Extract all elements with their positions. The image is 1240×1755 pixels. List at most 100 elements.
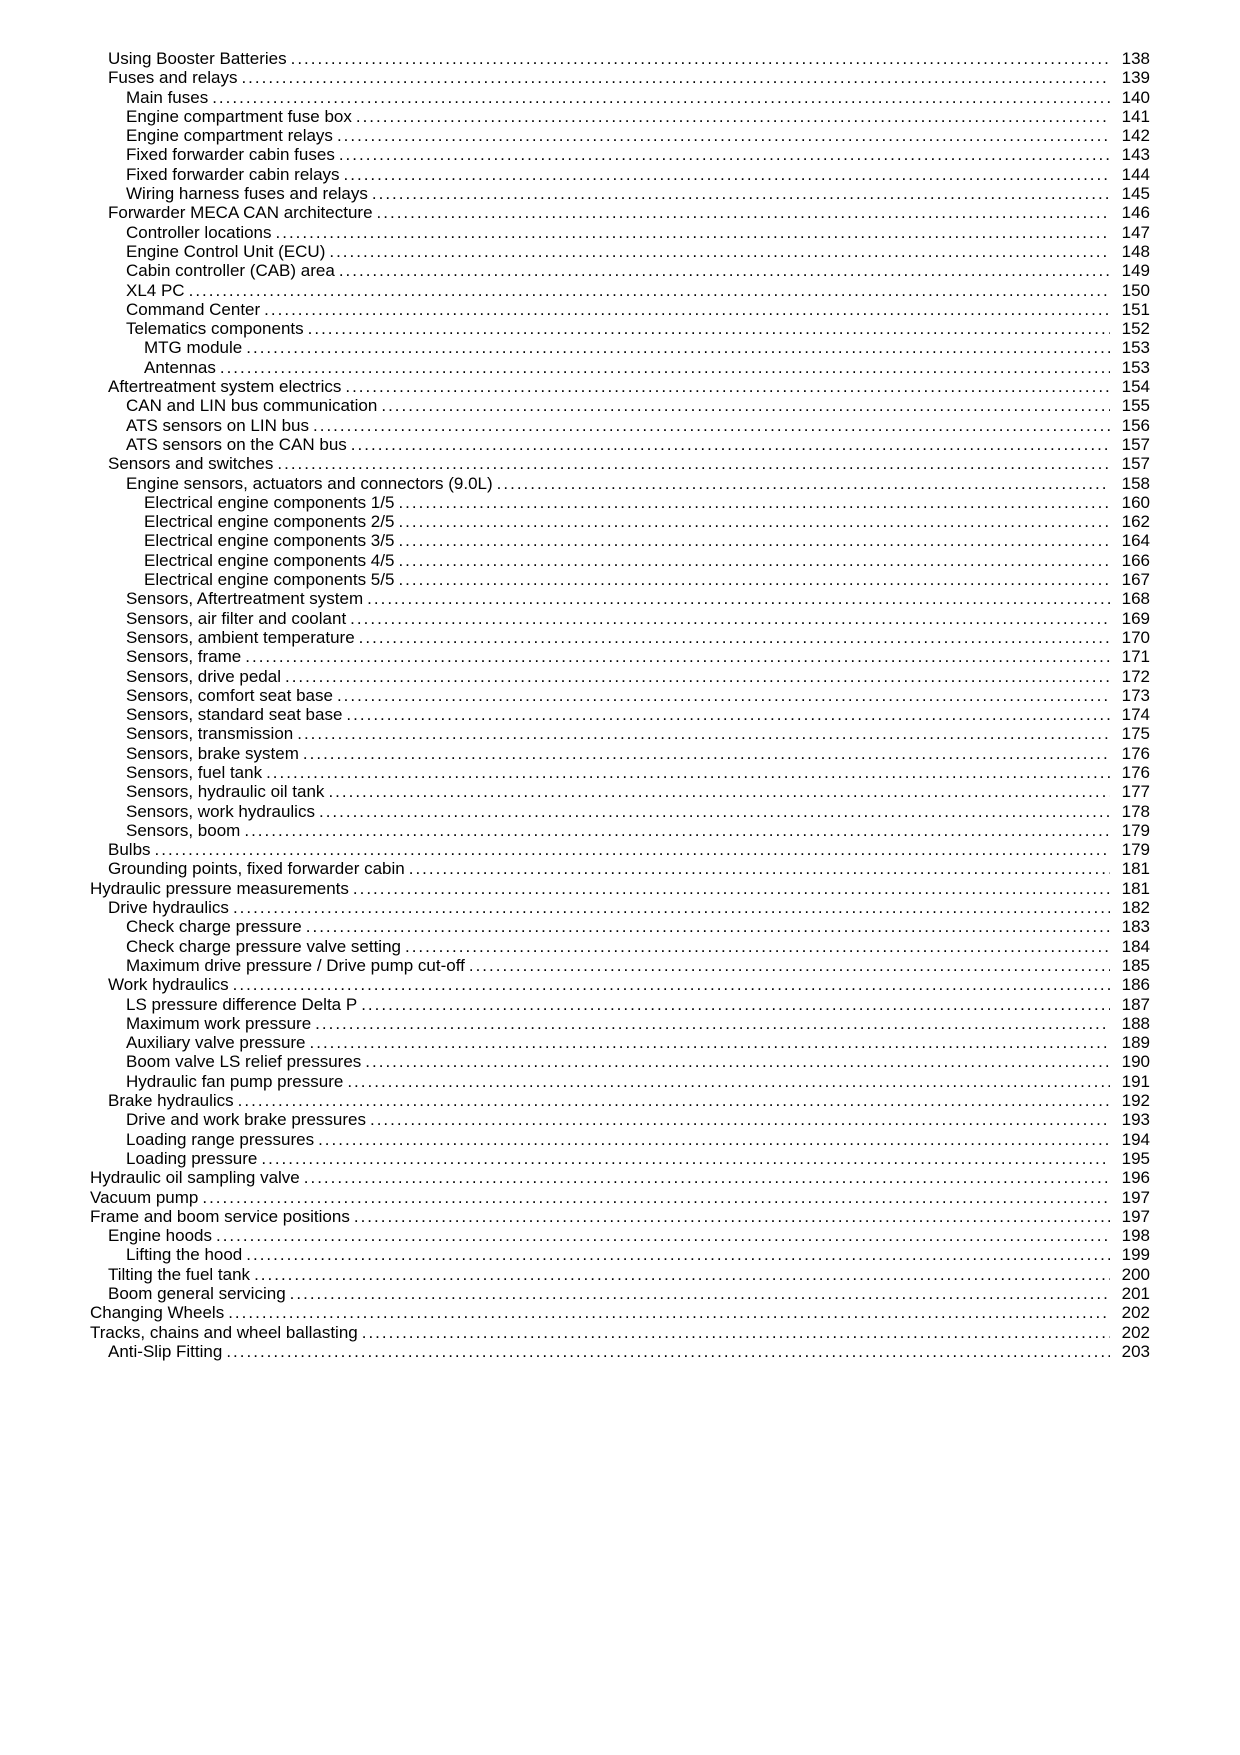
toc-page-number: 140 (1114, 89, 1150, 106)
toc-leader-dots (315, 1015, 1110, 1032)
toc-leader-dots (246, 1246, 1110, 1263)
toc-page-number: 157 (1114, 436, 1150, 453)
toc-page-number: 149 (1114, 262, 1150, 279)
toc-title: Bulbs (108, 841, 151, 858)
toc-title: Fuses and relays (108, 69, 237, 86)
toc-title: Main fuses (126, 89, 208, 106)
toc-row: Sensors, brake system176 (90, 745, 1150, 762)
toc-page-number: 148 (1114, 243, 1150, 260)
toc-row: Sensors, comfort seat base173 (90, 687, 1150, 704)
toc-row: Telematics components152 (90, 320, 1150, 337)
toc-row: Loading range pressures194 (90, 1131, 1150, 1148)
toc-title: Controller locations (126, 224, 272, 241)
toc-leader-dots (233, 976, 1110, 993)
toc-row: Engine hoods 198 (90, 1227, 1150, 1244)
toc-leader-dots (254, 1266, 1110, 1283)
toc-leader-dots (409, 860, 1110, 877)
toc-title: Sensors, comfort seat base (126, 687, 333, 704)
toc-page-number: 147 (1114, 224, 1150, 241)
toc-page-number: 197 (1114, 1189, 1150, 1206)
toc-leader-dots (405, 938, 1110, 955)
toc-page-number: 152 (1114, 320, 1150, 337)
toc-leader-dots (220, 359, 1110, 376)
toc-title: Boom general servicing (108, 1285, 286, 1302)
toc-title: Engine compartment fuse box (126, 108, 352, 125)
toc-leader-dots (361, 996, 1110, 1013)
toc-leader-dots (337, 687, 1110, 704)
toc-row: Electrical engine components 1/5160 (90, 494, 1150, 511)
toc-page-number: 141 (1114, 108, 1150, 125)
toc-leader-dots (306, 918, 1110, 935)
toc-page-number: 177 (1114, 783, 1150, 800)
toc-title: XL4 PC (126, 282, 185, 299)
toc-row: Engine sensors, actuators and connectors… (90, 475, 1150, 492)
toc-row: Electrical engine components 5/5167 (90, 571, 1150, 588)
toc-page-number: 190 (1114, 1053, 1150, 1070)
toc-title: Sensors, brake system (126, 745, 299, 762)
toc-leader-dots (245, 648, 1110, 665)
toc-leader-dots (216, 1227, 1110, 1244)
toc-row: Controller locations 147 (90, 224, 1150, 241)
toc-title: Antennas (144, 359, 216, 376)
toc-row: Changing Wheels202 (90, 1304, 1150, 1321)
toc-row: Engine Control Unit (ECU)148 (90, 243, 1150, 260)
toc-title: Forwarder MECA CAN architecture (108, 204, 373, 221)
toc-row: Electrical engine components 4/5166 (90, 552, 1150, 569)
toc-title: Loading pressure (126, 1150, 257, 1167)
toc-row: Work hydraulics186 (90, 976, 1150, 993)
toc-page-number: 192 (1114, 1092, 1150, 1109)
toc-title: Engine hoods (108, 1227, 212, 1244)
toc-row: Engine compartment fuse box 141 (90, 108, 1150, 125)
toc-leader-dots (155, 841, 1110, 858)
toc-title: Vacuum pump (90, 1189, 198, 1206)
toc-row: Tracks, chains and wheel ballasting202 (90, 1324, 1150, 1341)
toc-page-number: 142 (1114, 127, 1150, 144)
toc-leader-dots (367, 590, 1110, 607)
toc-title: Hydraulic oil sampling valve (90, 1169, 300, 1186)
toc-leader-dots (356, 108, 1110, 125)
toc-row: Drive hydraulics182 (90, 899, 1150, 916)
toc-title: Sensors, work hydraulics (126, 803, 315, 820)
toc-leader-dots (212, 89, 1110, 106)
toc-leader-dots (345, 378, 1110, 395)
toc-page-number: 179 (1114, 841, 1150, 858)
toc-row: Sensors and switches157 (90, 455, 1150, 472)
toc-title: Sensors, ambient temperature (126, 629, 355, 646)
toc-page-number: 181 (1114, 860, 1150, 877)
toc-page-number: 143 (1114, 146, 1150, 163)
toc-row: Wiring harness fuses and relays145 (90, 185, 1150, 202)
toc-row: Cabin controller (CAB) area149 (90, 262, 1150, 279)
toc-page-number: 202 (1114, 1304, 1150, 1321)
toc-page-number: 198 (1114, 1227, 1150, 1244)
toc-title: Sensors, standard seat base (126, 706, 342, 723)
toc-row: Sensors, ambient temperature170 (90, 629, 1150, 646)
toc-page-number: 194 (1114, 1131, 1150, 1148)
toc-page-number: 151 (1114, 301, 1150, 318)
toc-page-number: 144 (1114, 166, 1150, 183)
toc-page-number: 171 (1114, 648, 1150, 665)
toc-leader-dots (297, 725, 1110, 742)
toc-leader-dots (244, 822, 1110, 839)
toc-leader-dots (290, 1285, 1110, 1302)
toc-page-number: 145 (1114, 185, 1150, 202)
toc-title: Anti-Slip Fitting (108, 1343, 222, 1360)
toc-leader-dots (398, 571, 1110, 588)
toc-leader-dots (313, 417, 1110, 434)
toc-leader-dots (350, 610, 1110, 627)
toc-row: XL4 PC150 (90, 282, 1150, 299)
toc-page-number: 201 (1114, 1285, 1150, 1302)
toc-row: Sensors, frame171 (90, 648, 1150, 665)
toc-title: Hydraulic pressure measurements (90, 880, 349, 897)
toc-row: Sensors, transmission175 (90, 725, 1150, 742)
toc-title: Sensors, hydraulic oil tank (126, 783, 324, 800)
toc-title: Using Booster Batteries (108, 50, 287, 67)
toc-page-number: 183 (1114, 918, 1150, 935)
toc-title: Check charge pressure (126, 918, 302, 935)
toc-title: Sensors, Aftertreatment system (126, 590, 363, 607)
toc-leader-dots (291, 50, 1110, 67)
toc-title: Grounding points, fixed forwarder cabin (108, 860, 405, 877)
toc-page-number: 181 (1114, 880, 1150, 897)
toc-title: Lifting the hood (126, 1246, 242, 1263)
toc-title: Tilting the fuel tank (108, 1266, 250, 1283)
toc-title: Auxiliary valve pressure (126, 1034, 306, 1051)
